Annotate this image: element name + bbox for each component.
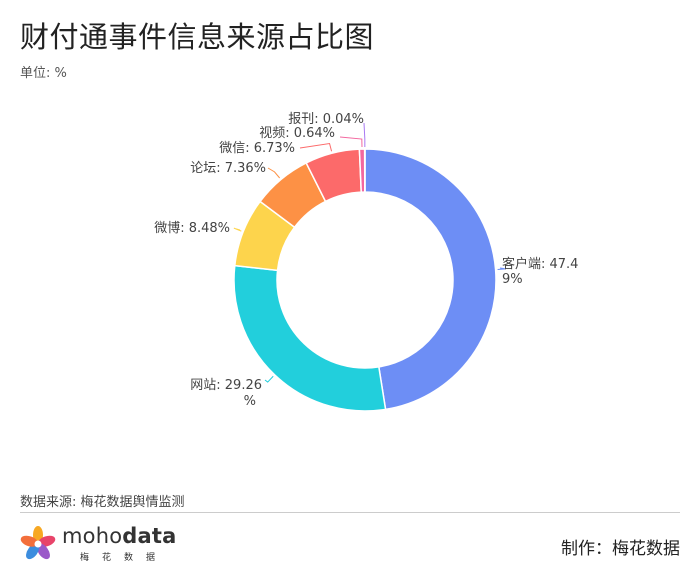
leader-line-3 bbox=[233, 227, 242, 232]
slice-label-5: 微信: 6.73% bbox=[219, 141, 295, 156]
mohodata-logo-text: mohodata bbox=[62, 524, 176, 548]
mohodata-logo-icon bbox=[20, 526, 56, 560]
donut-slices bbox=[233, 148, 497, 412]
leader-line-1 bbox=[497, 267, 506, 271]
data-source: 数据来源: 梅花数据舆情监测 bbox=[20, 495, 185, 510]
chart-title: 财付通事件信息来源占比图 bbox=[20, 20, 375, 54]
brand-name-regular: moho bbox=[62, 524, 123, 548]
leader-line-6 bbox=[339, 136, 363, 148]
credit-text: 制作：梅花数据 bbox=[561, 539, 680, 559]
brand-name-bold: data bbox=[122, 524, 177, 548]
mohodata-logo-subtext: 梅花数据 bbox=[80, 553, 169, 563]
unit-label: 单位: % bbox=[20, 66, 67, 81]
slice-labels: 客户端: 47.49% 网站: 29.26% 微博: 8.48% 论坛: 7.36% 微… bbox=[154, 112, 578, 409]
leader-line-2 bbox=[264, 375, 274, 383]
slice-label-1: 客户端: 47.4 bbox=[502, 256, 578, 272]
donut-chart: 客户端: 47.49% 网站: 29.26% 微博: 8.48% 论坛: 7.36% 微… bbox=[154, 112, 578, 412]
slice-label-4: 论坛: 7.36% bbox=[190, 161, 266, 176]
donut-slice-2 bbox=[233, 264, 387, 412]
leader-line-5 bbox=[299, 142, 333, 152]
slice-label-6: 视频: 0.64% bbox=[259, 126, 335, 141]
slice-label-2: 网站: 29.26 bbox=[190, 378, 262, 393]
slice-label-3: 微博: 8.48% bbox=[154, 221, 230, 236]
label-leader-lines bbox=[233, 122, 506, 383]
slice-label-1: 9% bbox=[502, 272, 523, 287]
slice-label-7: 报刊: 0.04% bbox=[288, 112, 364, 127]
donut-slice-1 bbox=[364, 148, 497, 411]
leader-line-4 bbox=[267, 167, 281, 179]
slice-label-2: % bbox=[244, 394, 256, 409]
footer-divider bbox=[20, 512, 680, 513]
leader-line-7 bbox=[363, 122, 366, 148]
